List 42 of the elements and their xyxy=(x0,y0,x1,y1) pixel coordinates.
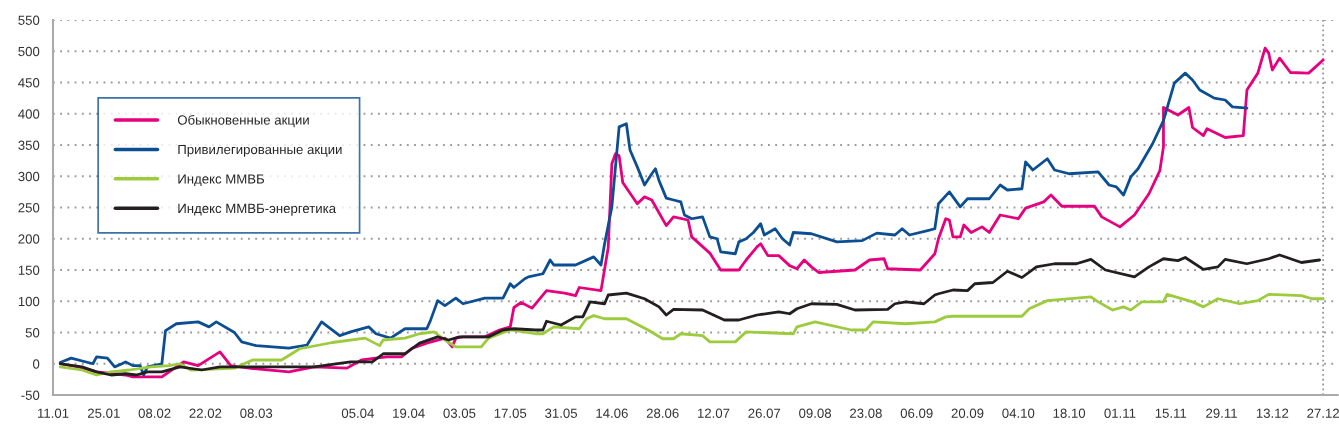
y-tick-label: 200 xyxy=(18,234,40,244)
x-tick-label: 05.04 xyxy=(341,408,374,418)
y-tick-label: 350 xyxy=(18,140,40,150)
x-tick-label: 20.09 xyxy=(951,408,984,418)
x-tick-label: 09.08 xyxy=(799,408,832,418)
x-tick-label: 18.10 xyxy=(1053,408,1086,418)
x-tick-label: 13.12 xyxy=(1256,408,1289,418)
y-tick-label: 150 xyxy=(18,265,40,275)
x-tick-label: 15.11 xyxy=(1155,408,1187,418)
y-tick-label: -50 xyxy=(21,390,40,400)
x-tick-label: 25.01 xyxy=(87,408,120,418)
x-tick-label: 22.02 xyxy=(189,408,222,418)
x-tick-label: 27.12 xyxy=(1307,408,1339,418)
x-tick-label: 26.07 xyxy=(748,408,781,418)
x-tick-label: 31.05 xyxy=(545,408,578,418)
x-tick-label: 01.11 xyxy=(1104,408,1136,418)
x-tick-label: 23.08 xyxy=(850,408,882,418)
y-tick-label: 50 xyxy=(25,328,40,338)
x-tick-label: 11.01 xyxy=(37,408,69,418)
legend-label: Индекс ММВБ-энергетика xyxy=(178,203,337,216)
y-tick-label: 0 xyxy=(32,359,40,369)
x-tick-label: 06.09 xyxy=(900,408,933,418)
y-tick-label: 500 xyxy=(18,46,40,57)
x-tick-label: 17.05 xyxy=(494,408,527,418)
y-tick-label: 550 xyxy=(18,15,40,25)
x-tick-label: 04.10 xyxy=(1002,408,1035,418)
x-tick-label: 19.04 xyxy=(393,408,425,418)
legend-label: Привилегированные акции xyxy=(178,144,342,157)
y-tick-label: 400 xyxy=(18,109,40,119)
x-tick-label: 14.06 xyxy=(596,408,628,418)
y-tick-label: 250 xyxy=(18,203,40,213)
y-tick-label: 450 xyxy=(18,78,40,88)
y-tick-label: 100 xyxy=(18,296,40,307)
y-tick-label: 300 xyxy=(18,171,40,182)
x-tick-label: 08.03 xyxy=(240,408,273,418)
legend-label: Индекс ММВБ xyxy=(178,174,265,187)
x-tick-label: 12.07 xyxy=(697,408,730,418)
x-tick-label: 29.11 xyxy=(1206,408,1237,418)
x-tick-label: 08.02 xyxy=(138,408,171,418)
x-tick-label: 03.05 xyxy=(443,408,476,418)
legend-label: Обыкновенные акции xyxy=(177,114,309,128)
x-tick-label: 28.06 xyxy=(646,408,679,418)
